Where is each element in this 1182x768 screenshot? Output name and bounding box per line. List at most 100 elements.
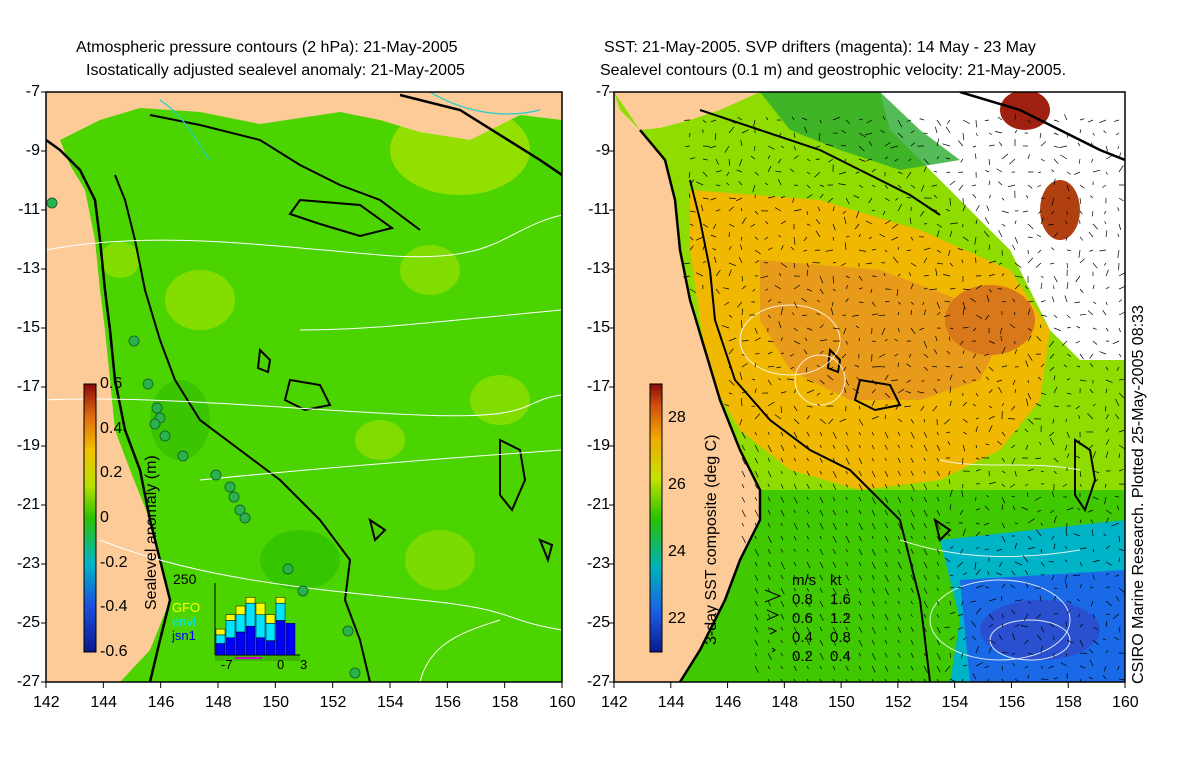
velocity-arrow <box>845 535 850 543</box>
velocity-arrow <box>997 440 1003 446</box>
velocity-arrow <box>884 414 887 420</box>
velocity-arrow <box>923 470 926 474</box>
velocity-arrow <box>728 337 737 342</box>
velocity-arrow <box>871 535 874 539</box>
velocity-arrow <box>1092 262 1098 269</box>
velocity-arrow <box>737 117 743 121</box>
velocity-arrow <box>897 431 901 436</box>
velocity-arrow <box>1117 207 1120 212</box>
velocity-arrow <box>858 600 862 606</box>
velocity-arrow <box>842 210 847 215</box>
velocity-arrow <box>780 470 783 474</box>
velocity-arrow <box>1118 453 1120 459</box>
velocity-arrow <box>815 230 821 238</box>
velocity-arrow <box>1103 665 1107 672</box>
velocity-arrow <box>936 522 941 530</box>
velocity-arrow <box>854 364 860 368</box>
velocity-arrow <box>843 387 847 394</box>
velocity-arrow <box>774 414 782 420</box>
velocity-arrow <box>767 379 772 386</box>
velocity-arrow <box>806 327 813 331</box>
lat-tick-label: -21 <box>16 496 40 513</box>
velocity-arrow <box>949 611 956 615</box>
velocity-arrow <box>1105 600 1113 607</box>
velocity-arrow <box>1112 340 1120 345</box>
velocity-arrow <box>780 444 785 451</box>
velocity-arrow <box>975 444 978 449</box>
velocity-arrow <box>700 204 704 212</box>
lat-tick-label: -27 <box>586 673 610 690</box>
velocity-arrow <box>767 496 771 502</box>
velocity-arrow <box>715 158 719 165</box>
velocity-arrow <box>806 509 810 514</box>
velocity-arrow <box>1089 249 1094 252</box>
velocity-arrow <box>832 626 837 633</box>
inset-bar-GFO <box>225 614 236 621</box>
velocity-arrow <box>1102 638 1107 641</box>
velocity-arrow <box>884 613 889 621</box>
velocity-arrow <box>975 285 982 290</box>
velocity-arrow <box>858 287 863 290</box>
velocity-arrow <box>897 483 900 488</box>
velocity-arrow <box>1052 418 1055 424</box>
velocity-arrow <box>1025 360 1029 368</box>
velocity-arrow <box>884 626 888 631</box>
velocity-arrow <box>923 639 927 644</box>
velocity-key: m/s kt 0.8 1.6 0.6 1.2 0.4 0.8 0.2 0.4 <box>792 571 851 666</box>
lon-tick-label: 154 <box>377 694 404 711</box>
velocity-arrow <box>1079 379 1087 382</box>
velocity-arrow <box>897 246 900 251</box>
velocity-arrow <box>868 141 873 147</box>
velocity-arrow <box>806 223 811 226</box>
velocity-arrow <box>1048 223 1055 226</box>
velocity-arrow <box>917 391 925 394</box>
velocity-arrow <box>816 312 821 316</box>
velocity-arrow <box>1066 600 1072 604</box>
velocity-arrow <box>1105 388 1108 394</box>
velocity-arrow <box>1118 299 1122 303</box>
velocity-arrow <box>806 194 813 199</box>
velocity-arrow <box>858 233 861 238</box>
velocity-arrow <box>816 392 821 396</box>
velocity-arrow <box>812 262 821 264</box>
velocity-arrow <box>1066 453 1070 459</box>
velocity-arrow <box>793 327 798 332</box>
velocity-arrow <box>845 444 850 452</box>
velocity-arrow <box>908 272 912 277</box>
velocity-arrow <box>858 275 863 281</box>
velocity-arrow <box>949 600 952 606</box>
velocity-arrow <box>1001 365 1008 368</box>
velocity-arrow <box>936 587 939 592</box>
velocity-arrow <box>1053 232 1059 238</box>
velocity-arrow <box>897 665 900 669</box>
velocity-arrow <box>753 119 756 127</box>
velocity-arrow <box>780 391 787 394</box>
velocity-arrow <box>806 574 810 579</box>
velocity-arrow <box>1001 522 1005 529</box>
velocity-arrow <box>793 444 797 449</box>
velocity-arrow <box>998 386 1003 394</box>
velocity-arrow <box>897 457 901 463</box>
velocity-arrow <box>832 444 836 449</box>
velocity-arrow <box>767 457 771 462</box>
velocity-arrow <box>741 444 746 451</box>
velocity-arrow <box>988 132 992 135</box>
velocity-arrow <box>1115 596 1120 602</box>
inset-bar-envi <box>225 620 236 638</box>
velocity-arrow <box>767 665 770 670</box>
velocity-arrow <box>897 639 900 643</box>
velocity-arrow <box>806 626 811 634</box>
velocity-arrow <box>1027 257 1034 264</box>
velocity-arrow <box>884 392 891 398</box>
velocity-arrow <box>1118 353 1122 358</box>
velocity-key-arrows <box>764 589 782 653</box>
velocity-arrow <box>1037 184 1042 188</box>
velocity-arrow <box>702 119 707 124</box>
velocity-arrow <box>910 262 917 267</box>
velocity-arrow <box>884 587 889 596</box>
sst-colorbar-tick: 22 <box>668 609 686 627</box>
velocity-arrow <box>1105 509 1112 515</box>
velocity-arrow <box>845 496 848 500</box>
velocity-arrow <box>728 246 732 251</box>
velocity-arrow <box>933 388 938 394</box>
